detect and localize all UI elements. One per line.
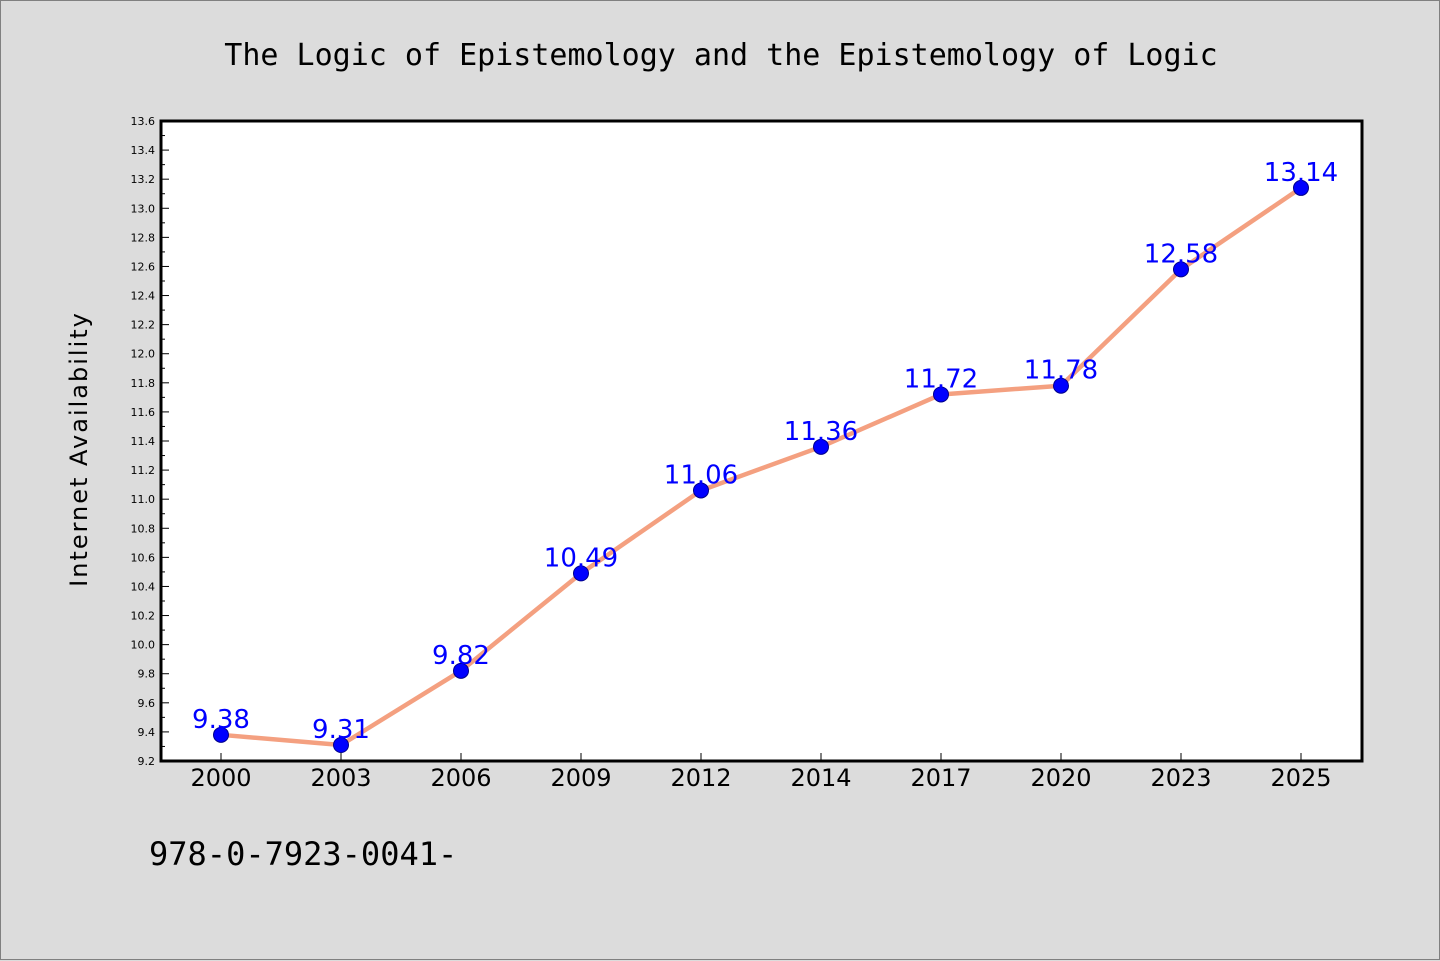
x-tick-label: 2017: [910, 764, 971, 792]
x-tick-label: 2014: [790, 764, 851, 792]
data-point: [1173, 261, 1189, 278]
x-tick-label: 2025: [1270, 764, 1331, 792]
x-tick-label: 2006: [430, 764, 491, 792]
y-tick-label: 9.8: [138, 668, 156, 681]
y-tick-label: 11.4: [131, 435, 156, 448]
data-point: [333, 737, 349, 753]
data-point: [573, 565, 589, 582]
x-axis: 2000 2003 2006 2009 2012 2014 2017 2020 2023 2025: [190, 753, 1332, 792]
y-tick-label: 13.4: [131, 144, 156, 157]
y-tick-label: 11.2: [131, 464, 156, 477]
data-label: 11.06: [664, 460, 738, 490]
data-point: [453, 662, 469, 679]
x-tick-label: 2020: [1030, 764, 1091, 792]
series-line: [218, 185, 1304, 748]
data-point: [933, 386, 949, 403]
plot-area: [161, 121, 1362, 761]
y-tick-label: 12.4: [131, 290, 156, 303]
data-labels: 9.38 9.31 9.82 10.49 11.06 11.36 11.72 11.78 12.…: [192, 158, 1338, 745]
x-tick-label: 2000: [190, 764, 251, 792]
data-label: 9.38: [192, 705, 250, 735]
data-label: 12.58: [1144, 239, 1218, 269]
x-tick-label: 2009: [550, 764, 611, 792]
y-tick-label: 12.0: [131, 348, 156, 361]
y-tick-label: 9.6: [138, 697, 156, 710]
y-tick-label: 10.6: [131, 551, 156, 564]
data-point: [1053, 377, 1069, 394]
x-tick-label: 2003: [310, 764, 371, 792]
x-tick-label: 2023: [1150, 764, 1211, 792]
chart-title: The Logic of Epistemology and the Episte…: [224, 38, 1217, 73]
plot-border: [159, 119, 1364, 763]
series-markers: [213, 179, 1309, 753]
data-label: 13.14: [1264, 158, 1338, 188]
x-tick-label: 2012: [670, 764, 731, 792]
data-label: 11.78: [1024, 356, 1098, 386]
y-tick-label: 9.2: [138, 755, 156, 768]
data-point: [693, 482, 709, 499]
y-axis: 9.2 9.4 9.6 9.8 10.0 10.2 10.4 10.6 10.8 11.0 11.2…: [131, 115, 169, 768]
isbn-text: 978-0-7923-0041-: [149, 835, 457, 873]
y-tick-label: 13.6: [131, 115, 156, 128]
data-label: 11.72: [904, 364, 978, 394]
y-tick-label: 10.8: [131, 522, 156, 535]
y-tick-label: 10.0: [131, 639, 156, 652]
data-label: 10.49: [544, 543, 618, 573]
y-axis-label: Internet Availability: [65, 311, 93, 587]
data-point: [1293, 179, 1309, 196]
y-tick-label: 11.8: [131, 377, 156, 390]
y-tick-label: 13.2: [131, 173, 156, 186]
data-label: 11.36: [784, 417, 858, 447]
y-tick-label: 10.2: [131, 610, 156, 623]
data-label: 9.82: [432, 641, 490, 671]
data-point: [813, 438, 829, 455]
data-point: [213, 726, 229, 743]
y-tick-label: 12.2: [131, 319, 156, 332]
y-tick-label: 12.6: [131, 260, 156, 273]
y-tick-label: 10.4: [131, 580, 156, 593]
y-tick-label: 9.4: [138, 726, 156, 739]
y-tick-label: 11.6: [131, 406, 156, 419]
y-tick-label: 13.0: [131, 202, 156, 215]
data-label: 9.31: [312, 715, 370, 745]
y-tick-label: 12.8: [131, 231, 156, 244]
y-tick-label: 11.0: [131, 493, 156, 506]
